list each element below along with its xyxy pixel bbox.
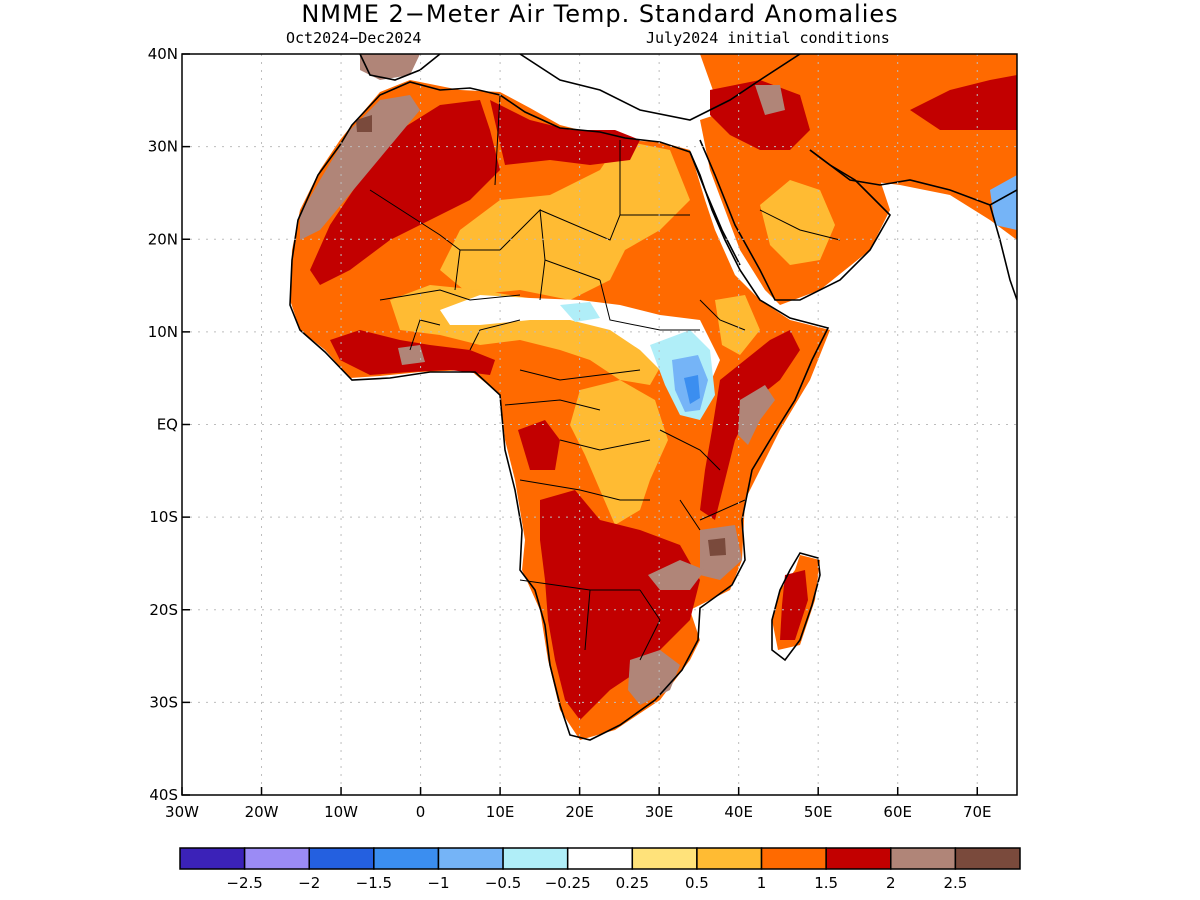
madagascar-high-anomaly [780,570,808,640]
lat-tick-label: 40S [149,786,178,804]
country-borders [369,94,841,661]
colorbar-label: −0.5 [485,874,521,892]
latitude-axis: 40N 30N 20N 10N EQ 10S 20S 30S 40S [148,45,190,804]
lat-tick-label: 10N [148,323,178,341]
madagascar-coastline [771,552,821,662]
angola-high-anomaly [518,420,560,470]
colorbar-label: 0.5 [685,874,709,892]
sahel-neutral-band [440,295,720,400]
arabia-mid-anomaly [760,180,835,265]
lon-tick-label: 30E [645,803,674,821]
east-africa-high-anomaly [700,330,800,520]
india-cool-anomaly [990,175,1017,230]
north-sahara-high-anomaly [490,100,640,165]
india-coastline [989,204,1017,301]
congo-mid-anomaly [570,380,668,525]
mediterranean-extreme-anomaly [360,54,420,80]
longitude-axis: 30W 20W 10W 0 10E 20E 30E 40E 50E 60E 70E [165,787,992,821]
hornafrica-mid-anomaly [715,295,760,355]
ghana-extreme-anomaly [398,345,425,365]
colorbar-label: 1 [757,874,767,892]
border-lines [369,94,841,661]
lat-tick-label: 20N [148,230,178,248]
morocco-deepest-anomaly [356,115,372,132]
colorbar-swatch [308,847,375,870]
colorbar-label: −1.5 [356,874,392,892]
colorbar-label: 2.5 [943,874,967,892]
colorbar-label: −1 [427,874,449,892]
colorbar-swatch [502,847,569,870]
lon-tick-label: 0 [416,803,426,821]
arabia-coastline [699,139,891,301]
colorbar-swatch [890,847,957,870]
lon-tick-label: 50E [804,803,833,821]
turkey-extreme-anomaly [755,85,785,115]
forecast-period: Oct2024−Dec2024 [286,29,422,47]
lon-tick-label: 20E [565,803,594,821]
lon-tick-label: 30W [165,803,199,821]
europe-coastline [359,54,801,121]
ethiopia-coldest-anomaly [684,375,700,404]
lat-tick-label: 30N [148,138,178,156]
coastlines [289,54,1017,741]
persian-gulf-shore [809,149,1017,206]
red-sea-west-shore [689,151,741,266]
colorbar-swatch [566,847,634,870]
lat-tick-label: EQ [157,416,178,434]
colorbar-swatch [954,847,1021,870]
lat-tick-label: 30S [149,693,178,711]
kenya-extreme-anomaly [738,385,775,445]
map-gridlines [182,54,1017,795]
lon-tick-label: 10W [324,803,358,821]
africa-coastline [289,81,830,741]
initial-conditions: July2024 initial conditions [646,29,890,47]
map-title: NMME 2−Meter Air Temp. Standard Anomalie… [301,0,899,28]
colorbar-swatch [760,847,827,870]
lon-tick-label: 10E [486,803,515,821]
nw-africa-high-anomaly [310,100,500,285]
lon-tick-label: 20W [245,803,279,821]
lon-tick-label: 70E [963,803,992,821]
lon-tick-label: 60E [883,803,912,821]
colorbar-label: −2 [298,874,320,892]
mozambique-deepest-anomaly [708,538,726,556]
sahel-cool-anomaly [560,302,600,322]
colorbar-label: 1.5 [814,874,838,892]
colorbar-swatch [243,847,310,870]
colorbar-label: 0.25 [616,874,649,892]
colorbar [179,847,1021,870]
sahara-mid-anomaly [440,140,690,300]
lat-tick-label: 10S [149,508,178,526]
colorbar-swatch [631,847,698,870]
south-africa-extreme-anomaly [628,650,680,705]
lon-tick-label: 40E [724,803,753,821]
colorbar-swatch [825,847,892,870]
colorbar-swatch [696,847,763,870]
morocco-extreme-anomaly [300,95,420,240]
colorbar-label: −0.25 [545,874,591,892]
anomaly-shading [290,54,1017,740]
colorbar-swatch [437,847,504,870]
colorbar-label: −2.5 [226,874,262,892]
lat-tick-label: 20S [149,601,178,619]
zimbabwe-extreme-anomaly [648,560,705,590]
colorbar-label: 2 [886,874,896,892]
colorbar-labels: −2.5 −2 −1.5 −1 −0.5 −0.25 0.25 0.5 1 1.5 2 2.5 [226,874,967,892]
colorbar-swatch [179,847,246,870]
lat-tick-label: 40N [148,45,178,63]
colorbar-swatch [373,847,440,870]
iran-high-anomaly [910,75,1017,130]
